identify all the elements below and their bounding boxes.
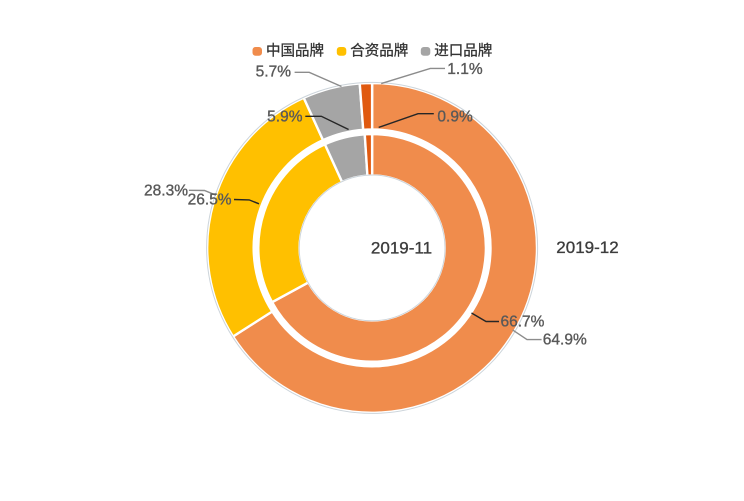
- svg-text:1.1%: 1.1%: [447, 61, 483, 78]
- svg-text:进口品牌: 进口品牌: [434, 43, 492, 60]
- svg-text:2019-12: 2019-12: [556, 238, 618, 257]
- svg-text:66.7%: 66.7%: [501, 314, 545, 331]
- svg-text:中国品牌: 中国品牌: [266, 43, 324, 60]
- svg-text:合资品牌: 合资品牌: [350, 43, 408, 60]
- svg-text:5.9%: 5.9%: [267, 109, 303, 126]
- svg-text:2019-11: 2019-11: [371, 238, 432, 257]
- svg-text:5.7%: 5.7%: [256, 63, 292, 80]
- svg-text:26.5%: 26.5%: [188, 191, 232, 208]
- svg-text:28.3%: 28.3%: [144, 183, 188, 200]
- svg-text:64.9%: 64.9%: [543, 332, 587, 349]
- svg-text:0.9%: 0.9%: [437, 108, 473, 125]
